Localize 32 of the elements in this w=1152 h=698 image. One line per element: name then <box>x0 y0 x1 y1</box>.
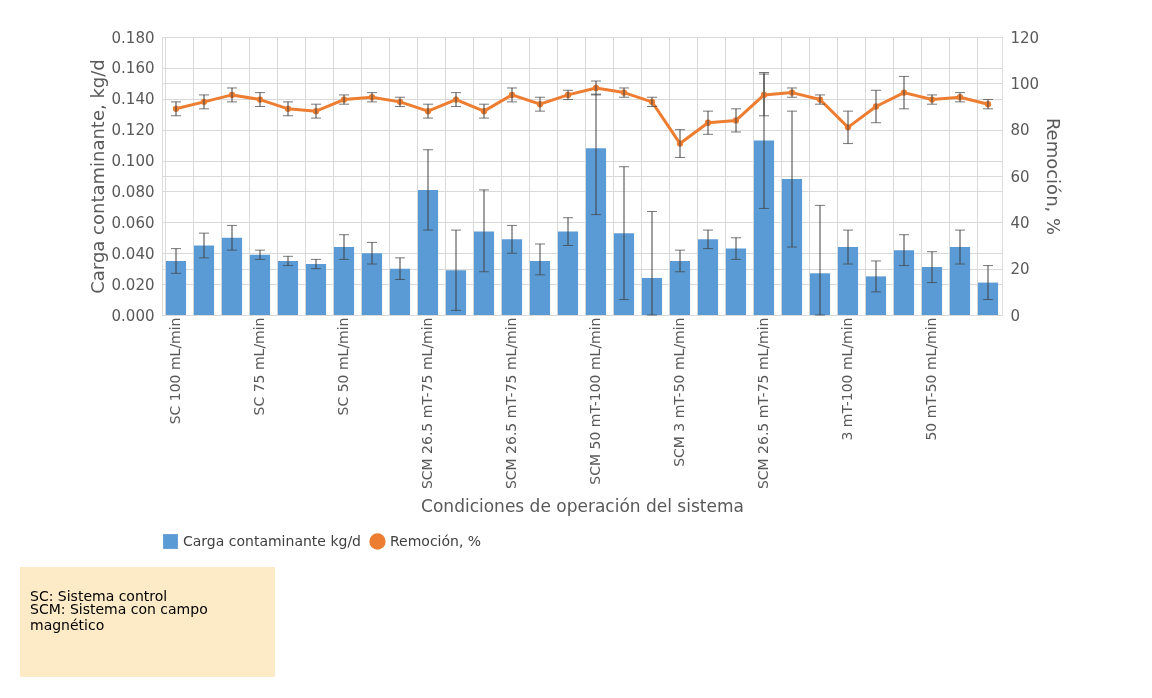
y2-tick-label: 40 <box>1010 213 1030 232</box>
y2-tick-label: 120 <box>1010 28 1040 47</box>
y2-axis-title: Remoción, % <box>1043 117 1065 236</box>
legend-label: Remoción, % <box>390 532 482 549</box>
x-tick-label: SCM 26.5 mT-75 mL/min <box>503 317 519 490</box>
y2-tick-label: 60 <box>1010 167 1030 186</box>
y2-tick-label: 0 <box>1010 306 1021 325</box>
y-tick-label: 0.140 <box>111 90 155 109</box>
y-tick-label: 0.020 <box>111 275 155 294</box>
x-tick-label: SCM 50 mT-100 mL/min <box>587 317 603 485</box>
x-tick-label: 3 mT-100 mL/min <box>839 317 855 441</box>
y-tick-label: 0.000 <box>111 306 155 325</box>
y-tick-label: 0.100 <box>111 152 155 171</box>
x-tick-label: SCM 26.5 mT-75 mL/min <box>419 317 435 490</box>
y2-tick-label: 20 <box>1010 260 1030 279</box>
x-tick-label: 50 mT-50 mL/min <box>923 317 939 441</box>
x-tick-label: SC 100 mL/min <box>167 317 183 425</box>
y-axis-title: Carga contaminante, kg/d <box>86 59 108 294</box>
y-tick-label: 0.180 <box>111 28 155 47</box>
y2-tick-label: 100 <box>1010 74 1040 93</box>
y-tick-label: 0.160 <box>111 59 155 78</box>
y-tick-label: 0.060 <box>111 213 155 232</box>
y2-tick-label: 80 <box>1010 121 1030 140</box>
x-axis-title: Condiciones de operación del sistema <box>421 496 744 517</box>
y-tick-label: 0.120 <box>111 121 155 140</box>
legend-label: Carga contaminante kg/d <box>183 532 361 549</box>
x-tick-label: SCM 26.5 mT-75 mL/min <box>755 317 771 490</box>
x-tick-label: SCM 3 mT-50 mL/min <box>671 317 687 467</box>
x-tick-label: SC 50 mL/min <box>335 317 351 416</box>
y-tick-label: 0.080 <box>111 182 155 201</box>
y-tick-label: 0.040 <box>111 244 155 263</box>
x-tick-label: SC 75 mL/min <box>251 317 267 416</box>
